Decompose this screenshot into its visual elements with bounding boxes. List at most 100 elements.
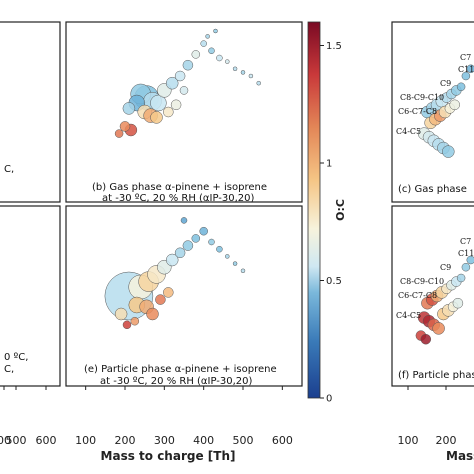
x-tick-label: 600 (36, 434, 57, 447)
panel-e-subtitle: at -30 ºC, 20 % RH (αIP-30,20) (100, 376, 253, 387)
scatter-point-b (232, 66, 238, 72)
xaxis-label-right: Mass (446, 449, 474, 463)
scatter-point-e (199, 226, 208, 236)
colorbar-title: O:C (334, 199, 347, 221)
scatter-point-b (163, 106, 174, 118)
x-tick-label: 200 (436, 434, 457, 447)
colorbar-gradient (307, 21, 321, 399)
carbon-label: C7 (460, 53, 471, 62)
panel-f: (f) Particle phase (391, 205, 474, 387)
scatter-point-e (155, 294, 166, 305)
scatter-point-c (461, 71, 471, 81)
panel-f-title: (f) Particle phase (398, 370, 474, 381)
x-tick-label: 500 (233, 434, 254, 447)
scatter-point-b (191, 50, 201, 59)
colorbar-ticks: 0 0.5 1 1.5 (320, 41, 342, 405)
panel-c: (c) Gas phase (391, 21, 474, 203)
scatter-point-b (122, 102, 136, 115)
scatter-point-b (179, 86, 189, 95)
scatter-point-e (122, 320, 132, 330)
scatter-point-b (208, 47, 215, 55)
scatter-point-f (420, 333, 432, 345)
panel-d-text-1: 0 ºC, (4, 352, 28, 363)
panel-d (0, 205, 61, 387)
carbon-label: C7 (460, 237, 471, 246)
scatter-point-b (182, 59, 194, 71)
scatter-points-e (104, 217, 246, 330)
carbon-label: C6-C7-C8 (398, 107, 437, 116)
panel-e: (e) Particle phase α-pinene + isoprene a… (65, 205, 303, 387)
x-tick-label: 600 (272, 434, 293, 447)
colorbar-tick-label: 1 (326, 159, 332, 170)
scatter-point-e (146, 307, 159, 321)
scatter-point-c (466, 64, 474, 74)
scatter-point-e (130, 316, 140, 326)
colorbar: 0 0.5 1 1.5 O:C (307, 21, 347, 405)
colorbar-tick-label: 0.5 (326, 276, 342, 287)
scatter-point-b (240, 70, 246, 75)
scatter-point-b (114, 129, 124, 138)
scatter-point-b (213, 28, 218, 34)
panel-c-title: (c) Gas phase (398, 184, 467, 195)
scatter-points-b (114, 28, 261, 138)
colorbar-tick-label: 0 (326, 394, 332, 405)
carbon-label: C4-C5 (396, 127, 421, 136)
carbon-label: C9 (440, 79, 451, 88)
scatter-point-b (170, 99, 182, 111)
x-tick-label: 100 (75, 434, 96, 447)
scatter-point-b (225, 59, 230, 64)
scatter-point-b (216, 54, 223, 62)
carbon-labels-f: C7 C11-C13 C9 C8-C9-C10 C6-C7-C8 C4-C5 (396, 237, 474, 320)
scatter-point-f (452, 297, 464, 309)
carbon-label: C6-C7-C8 (398, 291, 437, 300)
panel-e-title: (e) Particle phase α-pinene + isoprene (84, 364, 277, 375)
scatter-point-b (150, 94, 167, 112)
scatter-point-e (163, 287, 174, 298)
scatter-point-f (432, 322, 445, 335)
x-tick-label: 300 (154, 434, 175, 447)
carbon-label: C8-C9-C10 (400, 277, 444, 286)
scatter-point-e (174, 247, 186, 259)
panel-a-text-1: C, (4, 164, 14, 175)
scatter-point-b (119, 121, 131, 132)
scatter-point-b (174, 70, 186, 82)
scatter-point-b (150, 111, 163, 124)
scatter-point-b (165, 76, 179, 90)
scatter-point-f (461, 262, 471, 272)
xaxis-label: Mass to charge [Th] (101, 449, 236, 463)
panel-d-text-2: C, (4, 364, 14, 375)
colorbar-tick-label: 1.5 (326, 41, 342, 52)
carbon-label: C9 (440, 263, 451, 272)
x-tick-label: 100 (398, 434, 419, 447)
x-tick-label: 00 (0, 434, 11, 447)
x-tick-label: 200 (115, 434, 136, 447)
scatter-point-e (182, 240, 194, 251)
scatter-point-f (456, 273, 466, 283)
scatter-point-e (180, 217, 188, 224)
scatter-point-e (114, 307, 128, 321)
scatter-point-e (240, 268, 246, 274)
scatter-point-e (225, 254, 230, 259)
scatter-point-b (205, 34, 210, 39)
scatter-points-c (417, 64, 474, 158)
panel-b: (b) Gas phase α-pinene + isoprene at -30… (65, 21, 303, 204)
scatter-point-e (208, 238, 215, 246)
scatter-point-c (456, 82, 466, 92)
scatter-point-b (256, 80, 261, 86)
scatter-point-e (191, 234, 201, 243)
carbon-labels-c: C7 C11-C13 C9 C8-C9-C10 C6-C7-C8 C4-C5 (396, 53, 474, 136)
scatter-point-f (466, 255, 474, 265)
scatter-points-f (415, 255, 474, 345)
panel-a (0, 21, 61, 203)
x-tick-label: 500 (6, 434, 27, 447)
carbon-label: C11-C13 (458, 249, 474, 258)
scatter-point-e (216, 245, 223, 253)
carbon-label: C8-C9-C10 (400, 93, 444, 102)
carbon-label: C11-C13 (458, 65, 474, 74)
scatter-point-b (200, 40, 207, 47)
xticks-mid: 100 200 300 400 500 600 (75, 386, 293, 447)
x-tick-label: 400 (193, 434, 214, 447)
